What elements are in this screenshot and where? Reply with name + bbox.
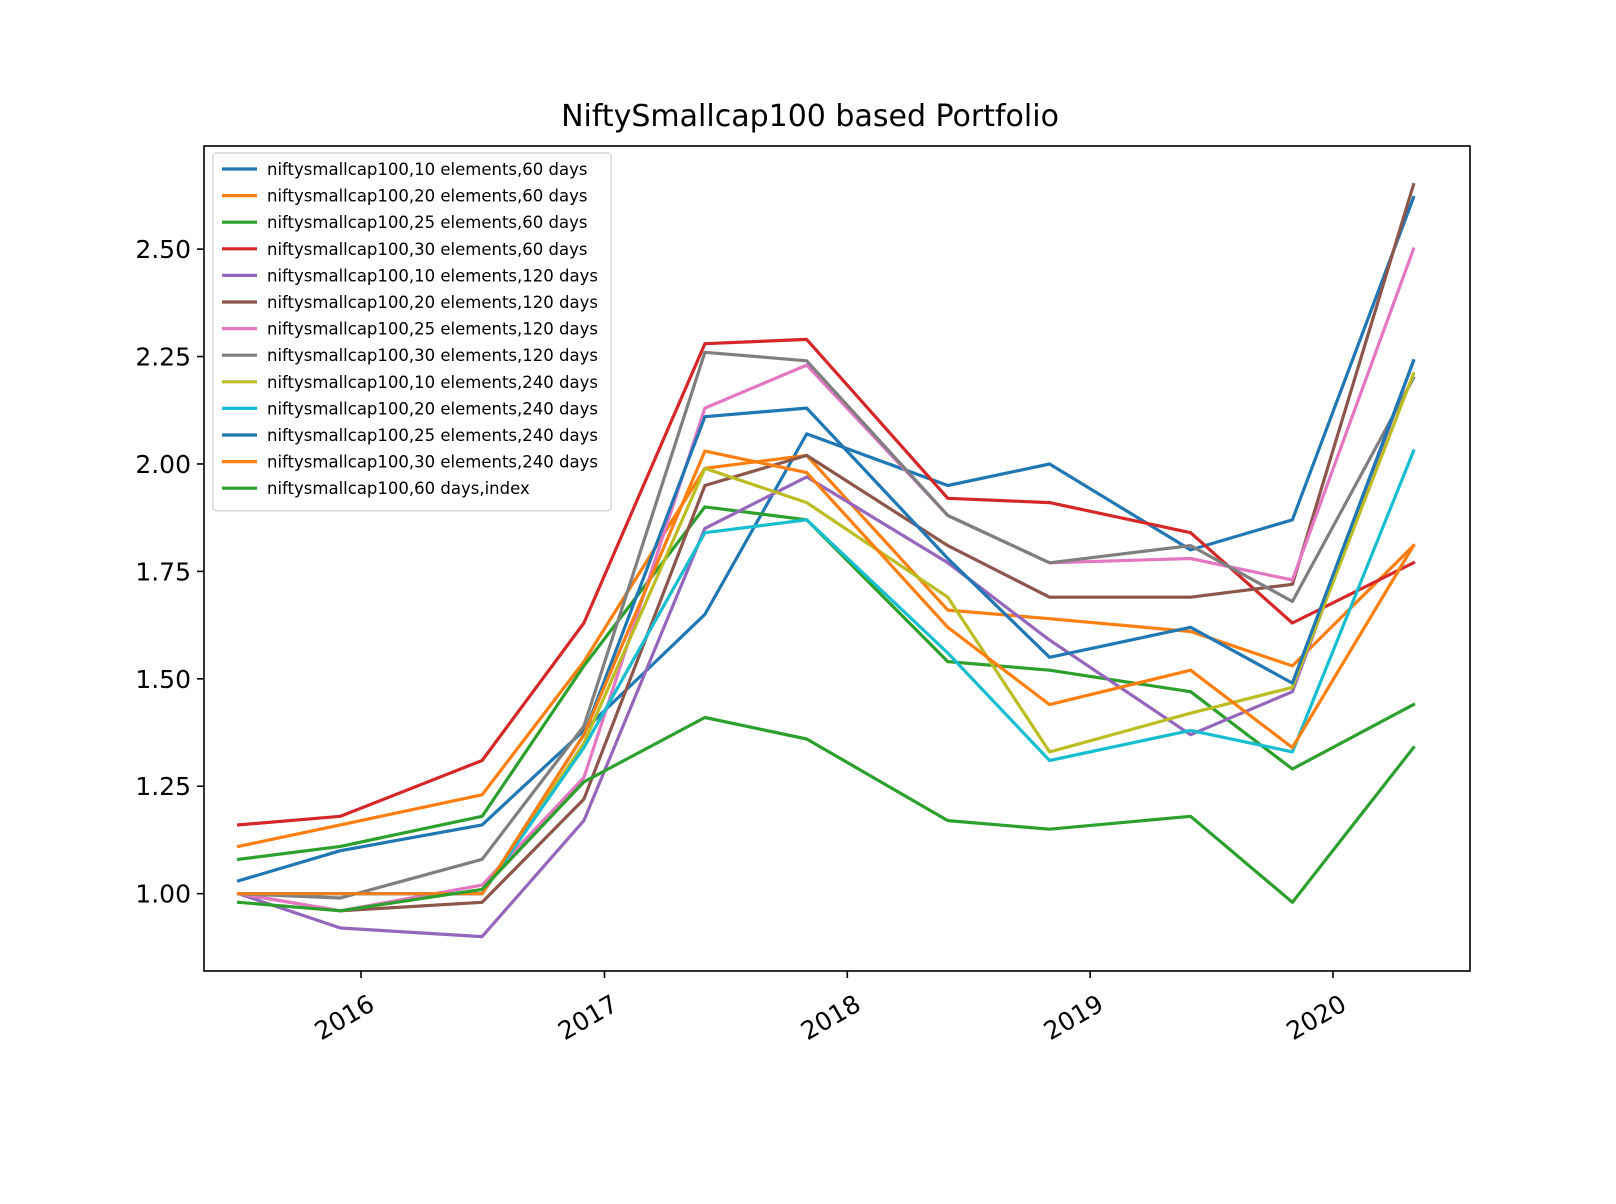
series-line-13 [236, 715, 1416, 913]
series-line-12 [237, 449, 1416, 896]
legend-entry-9: niftysmallcap100,10 elements,240 days [222, 373, 598, 392]
legend-label: niftysmallcap100,25 elements,240 days [267, 426, 598, 445]
y-tick-label: 1.75 [135, 557, 191, 586]
y-axis: 1.00 1.25 1.50 1.75 2.00 2.25 2.50 [135, 235, 204, 909]
legend-entry-6: niftysmallcap100,20 elements,120 days [222, 293, 598, 312]
legend-entry-2: niftysmallcap100,20 elements,60 days [222, 187, 587, 206]
legend-label: niftysmallcap100,60 days,index [267, 479, 530, 498]
y-tick-label: 1.50 [135, 665, 191, 694]
legend-label: niftysmallcap100,25 elements,60 days [267, 213, 587, 232]
plot-area-frame [203, 145, 1471, 972]
series-layer [236, 182, 1416, 939]
legend-entry-8: niftysmallcap100,30 elements,120 days [222, 346, 598, 365]
y-tick-label: 1.25 [135, 772, 191, 801]
legend-label: niftysmallcap100,10 elements,240 days [267, 373, 598, 392]
legend-entry-4: niftysmallcap100,30 elements,60 days [222, 240, 587, 259]
legend-entry-7: niftysmallcap100,25 elements,120 days [222, 320, 598, 339]
series-line-5 [236, 358, 1416, 939]
chart-title: NiftySmallcap100 based Portfolio [561, 99, 1059, 134]
legend-label: niftysmallcap100,30 elements,120 days [267, 346, 598, 365]
y-tick-label: 2.25 [135, 343, 191, 372]
legend: niftysmallcap100,10 elements,60 days nift… [212, 152, 612, 512]
series-line-1 [236, 195, 1416, 883]
legend-entry-3: niftysmallcap100,25 elements,60 days [222, 213, 587, 232]
series-line-8 [236, 350, 1416, 900]
y-tick-label: 2.50 [135, 235, 191, 264]
legend-label: niftysmallcap100,20 elements,120 days [267, 293, 598, 312]
legend-entry-5: niftysmallcap100,10 elements,120 days [222, 266, 598, 285]
y-tick-label: 1.00 [135, 880, 191, 909]
legend-entry-11: niftysmallcap100,25 elements,240 days [222, 426, 598, 445]
legend-label: niftysmallcap100,20 elements,240 days [267, 399, 598, 418]
legend-entry-13: niftysmallcap100,60 days,index [222, 479, 530, 498]
series-line-6 [236, 182, 1416, 913]
legend-label: niftysmallcap100,20 elements,60 days [267, 187, 587, 206]
legend-label: niftysmallcap100,10 elements,60 days [267, 160, 587, 179]
y-tick-label: 2.00 [135, 450, 191, 479]
legend-box [212, 152, 612, 512]
legend-label: niftysmallcap100,30 elements,240 days [267, 453, 598, 472]
legend-label: niftysmallcap100,30 elements,60 days [267, 240, 587, 259]
legend-entry-1: niftysmallcap100,10 elements,60 days [222, 160, 587, 179]
legend-label: niftysmallcap100,25 elements,120 days [267, 320, 598, 339]
legend-label: niftysmallcap100,10 elements,120 days [267, 266, 598, 285]
legend-entry-10: niftysmallcap100,20 elements,240 days [222, 399, 598, 418]
legend-entry-12: niftysmallcap100,30 elements,240 days [222, 453, 598, 472]
